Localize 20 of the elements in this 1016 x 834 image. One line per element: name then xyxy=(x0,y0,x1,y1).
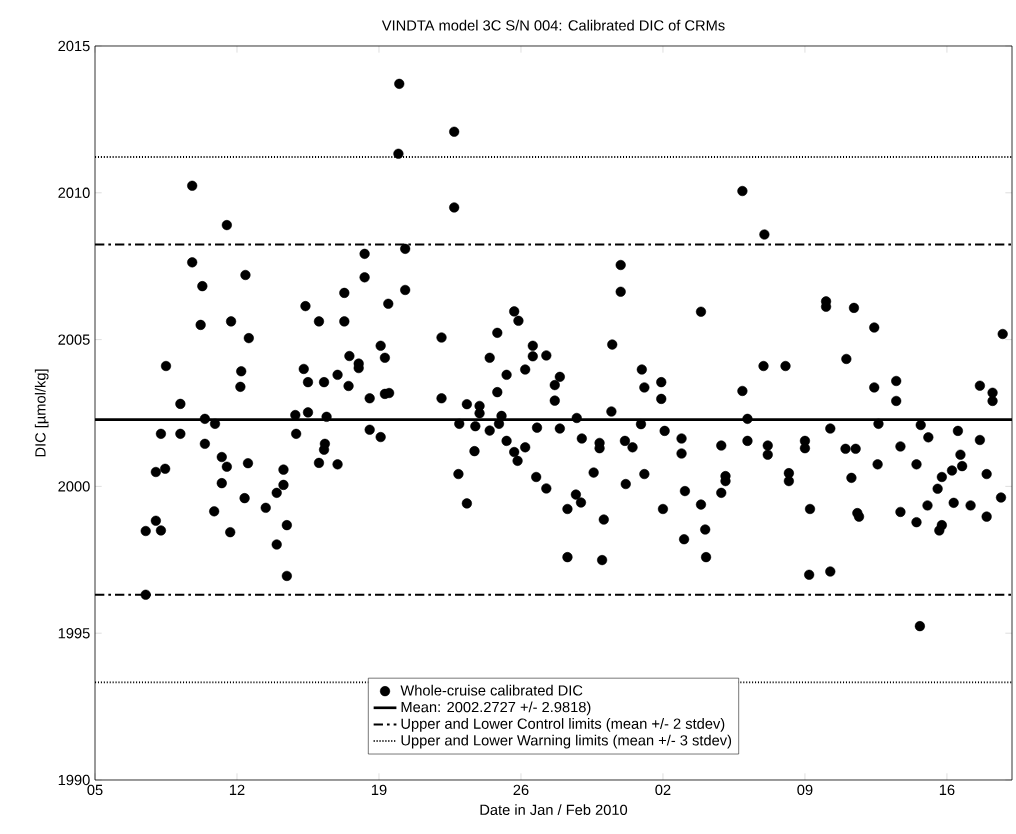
legend-label: Mean: 2002.2727 +/- 2.9818) xyxy=(401,701,591,716)
y-tick-label: 1995 xyxy=(58,628,90,639)
y-tick-label: 2005 xyxy=(58,334,90,345)
y-tick-label: 2000 xyxy=(58,481,90,492)
x-tick-label: 12 xyxy=(229,784,245,795)
legend-label: Whole-cruise calibrated DIC xyxy=(400,684,583,696)
x-axis-title: Date in Jan / Feb 2010 xyxy=(480,804,628,816)
x-tick-label: 16 xyxy=(939,784,955,796)
x-tick-label: 02 xyxy=(655,784,671,796)
y-tick-label: 1990 xyxy=(58,774,90,786)
x-tick-label: 26 xyxy=(513,784,529,796)
chart-title: VINDTA model 3C S/N 004: Calibrated DIC of CRMs xyxy=(381,19,725,31)
x-tick-label: 09 xyxy=(797,784,813,796)
legend-label: Upper and Lower Control limits (mean +/- 2 stdev) xyxy=(401,718,725,732)
x-tick-label: 19 xyxy=(371,784,387,796)
legend-label: Upper and Lower Warning limits (mean +/- 3 stdev) xyxy=(401,734,732,749)
x-tick-label: 05 xyxy=(87,784,103,796)
y-tick-label: 2015 xyxy=(58,40,90,52)
y-tick-label: 2010 xyxy=(58,187,90,198)
y-axis-title: DIC [µmol/kg] xyxy=(34,369,49,457)
